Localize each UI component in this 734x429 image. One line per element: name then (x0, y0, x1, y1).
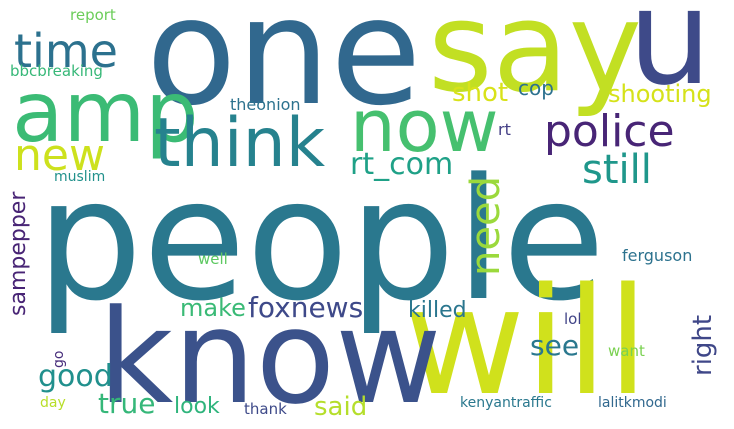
word-well: well (198, 250, 228, 268)
word-good: good (38, 359, 113, 394)
word-kenyantraffic: kenyantraffic (460, 395, 552, 411)
word-know: know (98, 281, 442, 429)
word-bbcbreaking: bbcbreaking (10, 62, 103, 80)
word-lalitkmodi: lalitkmodi (598, 395, 667, 411)
word-foxnews: foxnews (248, 291, 364, 324)
word-want: want (608, 342, 645, 360)
word-lol: lol (564, 310, 582, 328)
word-one: one (146, 0, 422, 138)
word-will: will (404, 256, 649, 428)
word-rt-com: rt_com (350, 147, 454, 182)
word-muslim: muslim (54, 169, 106, 185)
word-time: time (14, 24, 118, 78)
word-report: report (70, 6, 116, 24)
word-said: said (314, 392, 368, 422)
word-think: think (154, 104, 326, 183)
word-cop: cop (518, 76, 554, 100)
word-people: people (36, 142, 606, 338)
word-shooting: shooting (608, 80, 712, 108)
word-killed: killed (408, 298, 467, 323)
word-theonion: theonion (230, 95, 301, 114)
word-police: police (544, 106, 675, 157)
word-new: new (14, 130, 105, 181)
word-ferguson: ferguson (622, 246, 693, 265)
word-see: see (530, 329, 580, 362)
word-sampepper: sampepper (6, 191, 31, 316)
word-right: right (688, 314, 718, 376)
word-true: true (98, 387, 156, 420)
word-go: go (51, 350, 67, 368)
word-still: still (582, 147, 652, 193)
word-make: make (180, 294, 246, 322)
word-say: say (428, 0, 642, 120)
word-need: need (463, 176, 509, 276)
word-day: day (40, 395, 66, 411)
word-look: look (174, 394, 220, 419)
word-amp: amp (12, 63, 199, 161)
word-u: u (628, 0, 712, 115)
word-thank: thank (244, 400, 287, 418)
word-rt: rt (498, 120, 511, 139)
word-now: now (350, 84, 499, 168)
word-shot: shot (452, 78, 509, 108)
